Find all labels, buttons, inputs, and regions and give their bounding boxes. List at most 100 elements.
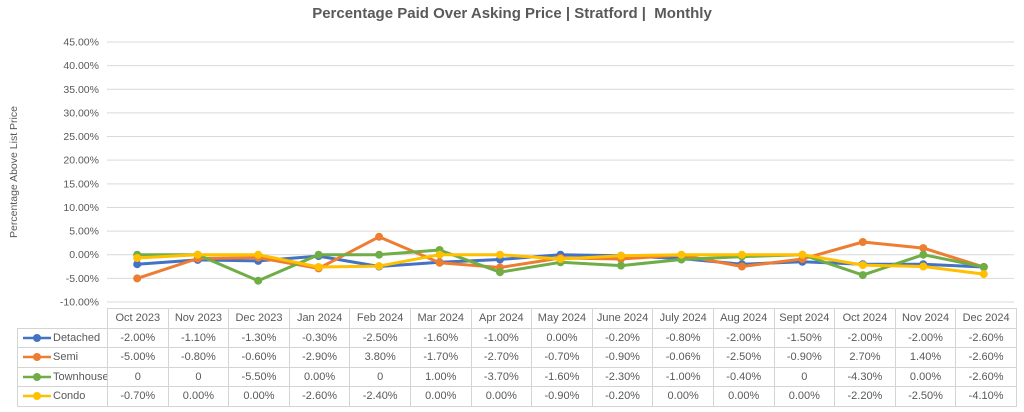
value-cell: -4.10% bbox=[955, 386, 1017, 407]
value-cell: 0 bbox=[107, 366, 169, 387]
table-row: Detached -2.00% -1.10% -1.30% -0.30% -2.50% -1… bbox=[17, 327, 1017, 348]
legend-line-icon bbox=[23, 392, 51, 401]
value-cell: 0.00% bbox=[288, 366, 351, 387]
value-cell: 1.40% bbox=[894, 347, 957, 368]
y-axis-title: Percentage Above List Price bbox=[8, 106, 20, 238]
chart-title: Percentage Paid Over Asking Price | Stra… bbox=[312, 5, 712, 22]
table-row: Townhouse 0 0 -5.50% 0.00% 0 1.00% -3.70% -1.60%… bbox=[17, 366, 1017, 387]
y-tick-label: 15.00% bbox=[63, 178, 99, 190]
y-tick-label: -5.00% bbox=[66, 273, 99, 285]
month-header-cell: Jan 2024 bbox=[288, 308, 351, 329]
month-header-cell: Feb 2024 bbox=[349, 308, 411, 329]
series-name-label: Semi bbox=[53, 351, 79, 364]
value-cell: 0.00% bbox=[652, 386, 714, 407]
value-cell: -2.30% bbox=[591, 366, 654, 387]
data-point-marker bbox=[919, 250, 928, 259]
value-cell: -0.90% bbox=[591, 347, 654, 368]
value-cell: -1.10% bbox=[167, 327, 230, 348]
data-point-marker bbox=[737, 250, 746, 259]
series-legend-cell: Townhouse bbox=[17, 366, 108, 387]
y-tick-label: 25.00% bbox=[63, 131, 99, 143]
month-header-cell: Nov 2024 bbox=[894, 308, 957, 329]
value-cell: 0.00% bbox=[409, 386, 472, 407]
value-cell: -1.50% bbox=[773, 327, 836, 348]
month-header-cell: Mar 2024 bbox=[409, 308, 472, 329]
value-cell: 0.00% bbox=[531, 327, 593, 348]
value-cell: -1.60% bbox=[531, 366, 593, 387]
y-tick-label: -10.00% bbox=[60, 297, 99, 309]
value-cell: -0.30% bbox=[288, 327, 351, 348]
value-cell: -2.00% bbox=[107, 327, 169, 348]
table-body: Detached -2.00% -1.10% -1.30% -0.30% -2.50% -1… bbox=[17, 327, 1017, 407]
value-cell: -0.90% bbox=[773, 347, 836, 368]
value-cell: 0.00% bbox=[894, 366, 957, 387]
value-cell: -0.70% bbox=[107, 386, 169, 407]
value-cell: -0.80% bbox=[167, 347, 230, 368]
value-cell: -1.00% bbox=[470, 327, 533, 348]
data-point-marker bbox=[617, 251, 625, 260]
data-point-marker bbox=[314, 263, 323, 271]
value-cell: -2.60% bbox=[288, 386, 351, 407]
value-cell: 2.70% bbox=[834, 347, 896, 368]
month-header-cell: Dec 2023 bbox=[228, 308, 290, 329]
value-cell: -2.60% bbox=[955, 347, 1017, 368]
y-tick-label: 5.00% bbox=[69, 226, 99, 238]
table-row: Condo -0.70% 0.00% 0.00% -2.60% -2.40% 0.00% 0.… bbox=[17, 386, 1017, 407]
data-point-marker bbox=[375, 262, 384, 271]
data-table: Oct 2023 Nov 2023 Dec 2023 Jan 2024 Feb 2024… bbox=[17, 308, 1017, 407]
data-point-marker bbox=[133, 254, 142, 262]
y-tick-label: 40.00% bbox=[63, 60, 99, 72]
value-cell: -2.20% bbox=[834, 386, 896, 407]
value-cell: -2.50% bbox=[349, 327, 411, 348]
data-point-marker bbox=[677, 250, 686, 259]
value-cell: -0.20% bbox=[591, 327, 654, 348]
legend-line-icon bbox=[23, 333, 51, 342]
value-cell: -3.70% bbox=[470, 366, 533, 387]
y-tick-label: 45.00% bbox=[63, 37, 99, 49]
series-legend-cell: Detached bbox=[17, 327, 108, 348]
value-cell: -1.60% bbox=[409, 327, 472, 348]
value-cell: -1.70% bbox=[409, 347, 472, 368]
value-cell: -0.40% bbox=[712, 366, 775, 387]
month-header-cell: Dec 2024 bbox=[955, 308, 1017, 329]
value-cell: -1.00% bbox=[652, 366, 714, 387]
data-point-marker bbox=[556, 255, 565, 263]
value-cell: -0.70% bbox=[531, 347, 593, 368]
month-header-cell: Aug 2024 bbox=[712, 308, 775, 329]
value-cell: -2.90% bbox=[288, 347, 351, 368]
value-cell: -2.70% bbox=[470, 347, 533, 368]
table-corner-cell bbox=[18, 309, 108, 329]
y-tick-label: 10.00% bbox=[63, 202, 99, 214]
data-point-marker bbox=[798, 250, 807, 259]
data-point-marker bbox=[737, 262, 746, 271]
month-header-cell: Nov 2023 bbox=[167, 308, 230, 329]
month-header-cell: Sept 2024 bbox=[773, 308, 836, 329]
value-cell: -2.00% bbox=[894, 327, 957, 348]
data-point-marker bbox=[133, 274, 142, 283]
value-cell: -2.00% bbox=[834, 327, 896, 348]
y-tick-label: 35.00% bbox=[63, 84, 99, 96]
data-point-marker bbox=[617, 261, 625, 270]
value-cell: 0.00% bbox=[228, 386, 290, 407]
data-point-marker bbox=[858, 271, 867, 280]
value-cell: 0 bbox=[773, 366, 836, 387]
month-header-cell: Oct 2023 bbox=[107, 308, 169, 329]
table-row: Semi -5.00% -0.80% -0.60% -2.90% 3.80% -1.70% -… bbox=[17, 347, 1017, 368]
data-point-marker bbox=[375, 250, 384, 259]
value-cell: -0.20% bbox=[591, 386, 654, 407]
data-point-marker bbox=[979, 263, 988, 271]
month-header-cell: July 2024 bbox=[652, 308, 714, 329]
month-header-cell: June 2024 bbox=[591, 308, 654, 329]
data-point-marker bbox=[435, 258, 444, 267]
legend-line-icon bbox=[23, 372, 51, 381]
value-cell: -0.80% bbox=[652, 327, 714, 348]
value-cell: 3.80% bbox=[349, 347, 411, 368]
value-cell: 0 bbox=[349, 366, 411, 387]
series-name-label: Detached bbox=[53, 331, 101, 344]
value-cell: -2.50% bbox=[894, 386, 957, 407]
data-point-marker bbox=[858, 261, 867, 270]
value-cell: -2.00% bbox=[712, 327, 775, 348]
month-header-cell: Apr 2024 bbox=[470, 308, 533, 329]
